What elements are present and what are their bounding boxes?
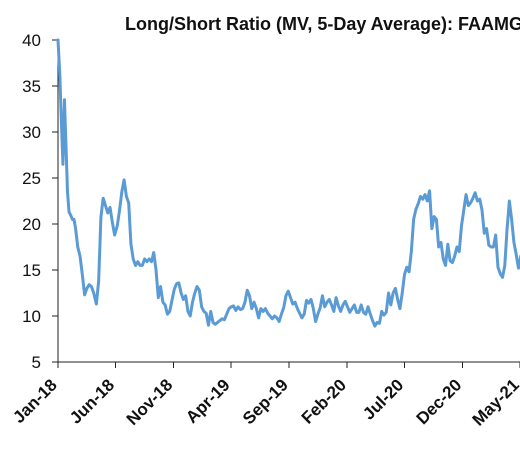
y-tick-label: 15 bbox=[22, 261, 41, 280]
x-tick-label: Jul-20 bbox=[359, 375, 407, 423]
x-tick-label: Jan-18 bbox=[9, 375, 61, 427]
x-tick-label: Apr-19 bbox=[182, 375, 234, 427]
series-line-1 bbox=[56, 38, 520, 328]
y-tick-label: 40 bbox=[22, 31, 41, 50]
y-tick-label: 25 bbox=[22, 169, 41, 188]
series-layer bbox=[56, 38, 520, 328]
chart-title: Long/Short Ratio (MV, 5-Day Average): FA… bbox=[125, 14, 520, 34]
x-tick-label: Jun-18 bbox=[66, 375, 118, 427]
y-tick-label: 10 bbox=[22, 307, 41, 326]
y-tick-label: 35 bbox=[22, 77, 41, 96]
y-ticks-layer: 5 10 15 20 25 30 35 40 bbox=[22, 31, 58, 372]
y-tick-label: 5 bbox=[32, 353, 41, 372]
x-ticks-layer: Jan-18 Jun-18 Nov-18 Apr-19 Sep-19 Feb-20 Jul-… bbox=[9, 362, 520, 430]
x-tick-label: Nov-18 bbox=[123, 375, 177, 429]
y-tick-label: 20 bbox=[22, 215, 41, 234]
x-tick-label: May-21 bbox=[469, 375, 520, 429]
x-tick-label: Feb-20 bbox=[298, 375, 350, 427]
x-tick-label: Sep-19 bbox=[239, 375, 292, 428]
x-tick-label: Dec-20 bbox=[413, 375, 466, 428]
y-tick-label: 30 bbox=[22, 123, 41, 142]
